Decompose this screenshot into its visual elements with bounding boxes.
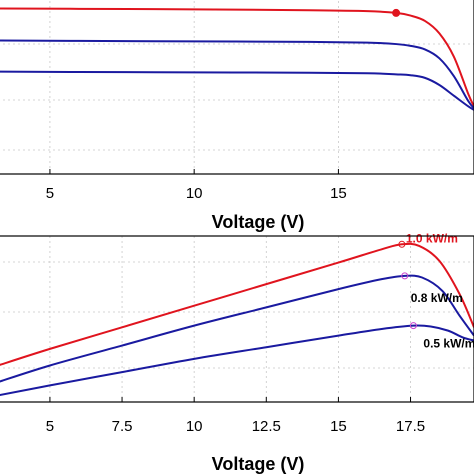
series-label: 0.5 kW/m: [423, 337, 474, 351]
top-x-ticks: 5 10 15: [46, 169, 347, 202]
x-tick-label: 7.5: [112, 418, 133, 435]
x-tick-label: 15: [330, 418, 347, 435]
x-tick-label: 5: [46, 418, 54, 435]
series-line-1: [0, 39, 474, 109]
top-max-power-markers: [392, 8, 401, 17]
series-label: 0.8 kW/m: [411, 291, 463, 305]
series-line-1: [0, 274, 474, 383]
max-power-point-marker: [398, 240, 406, 248]
bottom-max-power-markers: [398, 240, 417, 330]
x-tick-label: 17.5: [396, 418, 425, 435]
max-power-point-marker: [392, 8, 401, 17]
bottom-curves: [0, 242, 474, 396]
bottom-grid: [0, 236, 474, 402]
bottom-series-labels: 1.0 kW/m 0.8 kW/m 0.5 kW/m: [406, 231, 474, 350]
top-x-axis-title: Voltage (V): [212, 212, 305, 232]
top-plot-frame: [0, 0, 474, 175]
bottom-x-ticks: 5 7.5 10 12.5 15 17.5: [46, 397, 425, 435]
top-grid: [0, 0, 474, 174]
max-power-point-marker: [401, 272, 409, 280]
x-tick-label: 15: [330, 185, 347, 202]
x-tick-label: 10: [186, 185, 203, 202]
series-label: 1.0 kW/m: [406, 231, 458, 245]
top-plot-panel: 5 10 15 Voltage (V): [0, 0, 474, 232]
x-tick-label: 12.5: [252, 418, 281, 435]
bottom-plot-frame: [0, 235, 474, 403]
max-power-point-marker: [409, 322, 417, 330]
bottom-plot-panel: 5 7.5 10 12.5 15 17.5 1.0 kW/m 0.8 kW/m 0.5 kW/…: [0, 231, 474, 474]
series-line-0: [0, 242, 474, 366]
series-line-0: [0, 7, 474, 107]
series-line-2: [0, 324, 474, 396]
x-tick-label: 10: [186, 418, 203, 435]
bottom-x-axis-title: Voltage (V): [212, 454, 305, 474]
series-line-2: [0, 70, 474, 111]
top-curves: [0, 7, 474, 111]
x-tick-label: 5: [46, 185, 54, 202]
